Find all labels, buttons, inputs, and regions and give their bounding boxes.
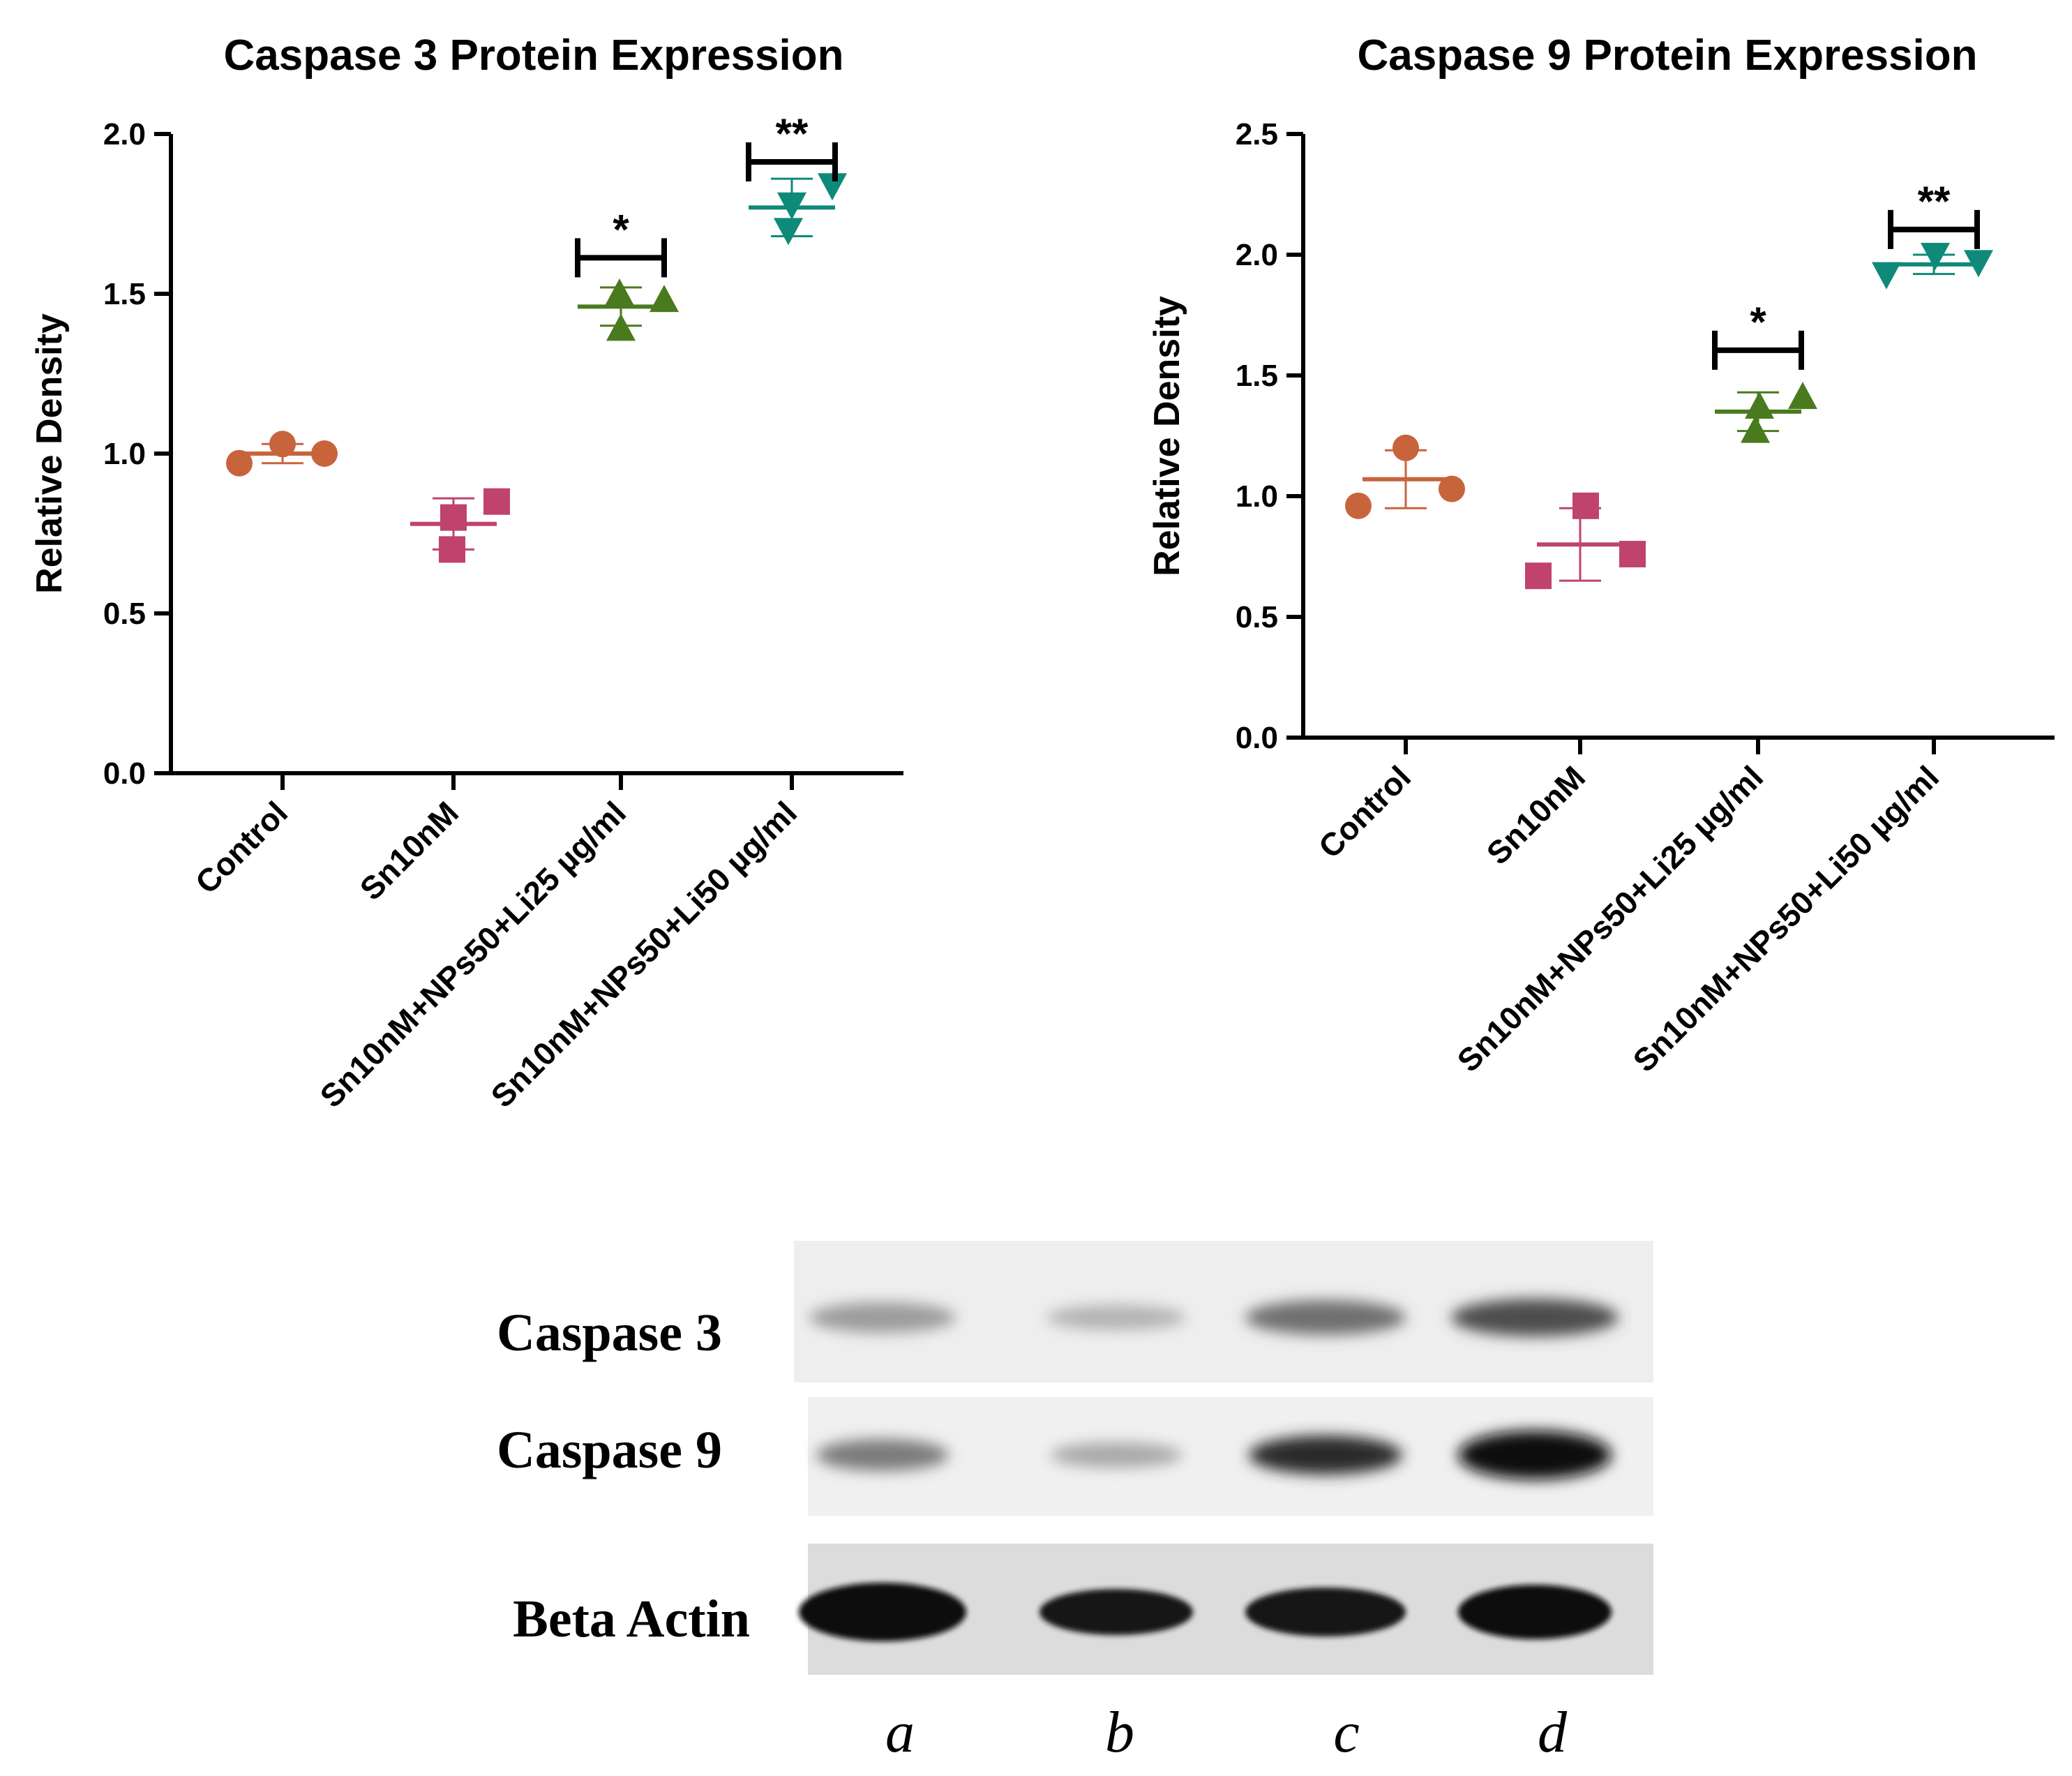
blot-band xyxy=(1245,1588,1406,1636)
significance-label: * xyxy=(1750,299,1766,345)
lane-label: c xyxy=(1333,1700,1359,1765)
data-point xyxy=(226,449,253,477)
data-point xyxy=(1964,250,1993,278)
x-tick-label: Sn10nM+NPs50+Li25 µg/ml xyxy=(1450,759,1770,1079)
plot-area: 0.0 0.5 1.0 1.5 2.0 Control Sn10nMSn10nM+NPs50… xyxy=(103,110,903,1114)
x-tick-label: Control xyxy=(188,794,294,900)
data-point xyxy=(1439,475,1465,502)
data-point xyxy=(269,431,296,458)
data-point xyxy=(1392,434,1419,461)
chart-title: Caspase 9 Protein Expression xyxy=(1357,31,1977,80)
lane-label: a xyxy=(885,1700,915,1765)
blot-band xyxy=(809,1302,956,1333)
data-point xyxy=(1741,415,1770,443)
data-point xyxy=(606,313,636,341)
x-tick-label: Sn10nM xyxy=(353,794,465,906)
chart-title: Caspase 3 Protein Expression xyxy=(223,31,843,80)
chart-caspase-3: Caspase 3 Protein Expression Relative De… xyxy=(29,31,903,1114)
blot-band xyxy=(1458,1431,1612,1479)
blot-band xyxy=(799,1583,966,1641)
data-point xyxy=(1872,262,1901,290)
blot-row-label: Beta Actin xyxy=(513,1590,750,1648)
data-point xyxy=(774,218,803,246)
y-tick-label: 2.0 xyxy=(103,117,146,151)
blot-band xyxy=(1039,1589,1193,1635)
data-point xyxy=(311,440,338,467)
data-point xyxy=(483,488,510,515)
western-blot: Caspase 3 Caspase 9 Beta Actin a b c d xyxy=(497,1241,1653,1765)
blot-band xyxy=(816,1439,949,1471)
data-point xyxy=(605,278,634,306)
blot-band xyxy=(1458,1585,1612,1639)
data-point xyxy=(439,536,465,563)
y-tick-label: 2.5 xyxy=(1236,117,1278,151)
chart-caspase-9: Caspase 9 Protein Expression Relative De… xyxy=(1147,31,2055,1079)
y-tick-label: 2.0 xyxy=(1236,238,1278,272)
blot-band xyxy=(1451,1299,1619,1336)
data-point xyxy=(818,173,847,201)
y-tick-label: 0.0 xyxy=(103,756,146,791)
blot-bands xyxy=(799,1299,1619,1641)
lane-label: d xyxy=(1538,1700,1568,1765)
x-tick-label: Sn10nM+NPs50+Li50 µg/ml xyxy=(483,794,804,1114)
y-tick-label: 1.0 xyxy=(1236,479,1278,514)
y-tick-label: 0.5 xyxy=(1236,600,1278,634)
data-point xyxy=(1921,243,1950,270)
data-point xyxy=(1745,391,1774,419)
data-point xyxy=(650,285,679,313)
y-tick-label: 1.5 xyxy=(103,277,146,311)
blot-row-label: Caspase 9 xyxy=(497,1421,722,1479)
significance-label: ** xyxy=(776,110,809,157)
significance-label: * xyxy=(613,206,629,253)
blot-band xyxy=(1050,1442,1183,1468)
data-point xyxy=(1525,562,1552,590)
data-point xyxy=(1788,382,1817,410)
x-tick-label: Sn10nM+NPs50+Li25 µg/ml xyxy=(313,794,633,1114)
lane-label: b xyxy=(1105,1700,1134,1765)
x-tick-label: Sn10nM+NPs50+Li50 µg/ml xyxy=(1626,759,1946,1079)
blot-band xyxy=(1245,1300,1406,1335)
blot-row-label: Caspase 3 xyxy=(497,1304,722,1362)
blot-band xyxy=(1249,1435,1402,1475)
data-point xyxy=(777,192,806,220)
blot-band xyxy=(1046,1305,1186,1330)
data-point xyxy=(1619,541,1646,568)
x-tick-label: Sn10nM xyxy=(1480,759,1592,871)
significance-label: ** xyxy=(1918,178,1951,225)
data-point xyxy=(1572,492,1599,519)
data-point xyxy=(1345,492,1372,519)
x-tick-label: Control xyxy=(1312,759,1418,865)
data-point xyxy=(440,504,467,531)
y-tick-label: 1.5 xyxy=(1236,359,1278,393)
y-axis-label: Relative Density xyxy=(29,313,70,594)
y-tick-label: 0.0 xyxy=(1236,721,1278,755)
y-tick-label: 0.5 xyxy=(103,597,146,631)
y-axis-label: Relative Density xyxy=(1147,296,1187,576)
y-tick-label: 1.0 xyxy=(103,437,146,471)
